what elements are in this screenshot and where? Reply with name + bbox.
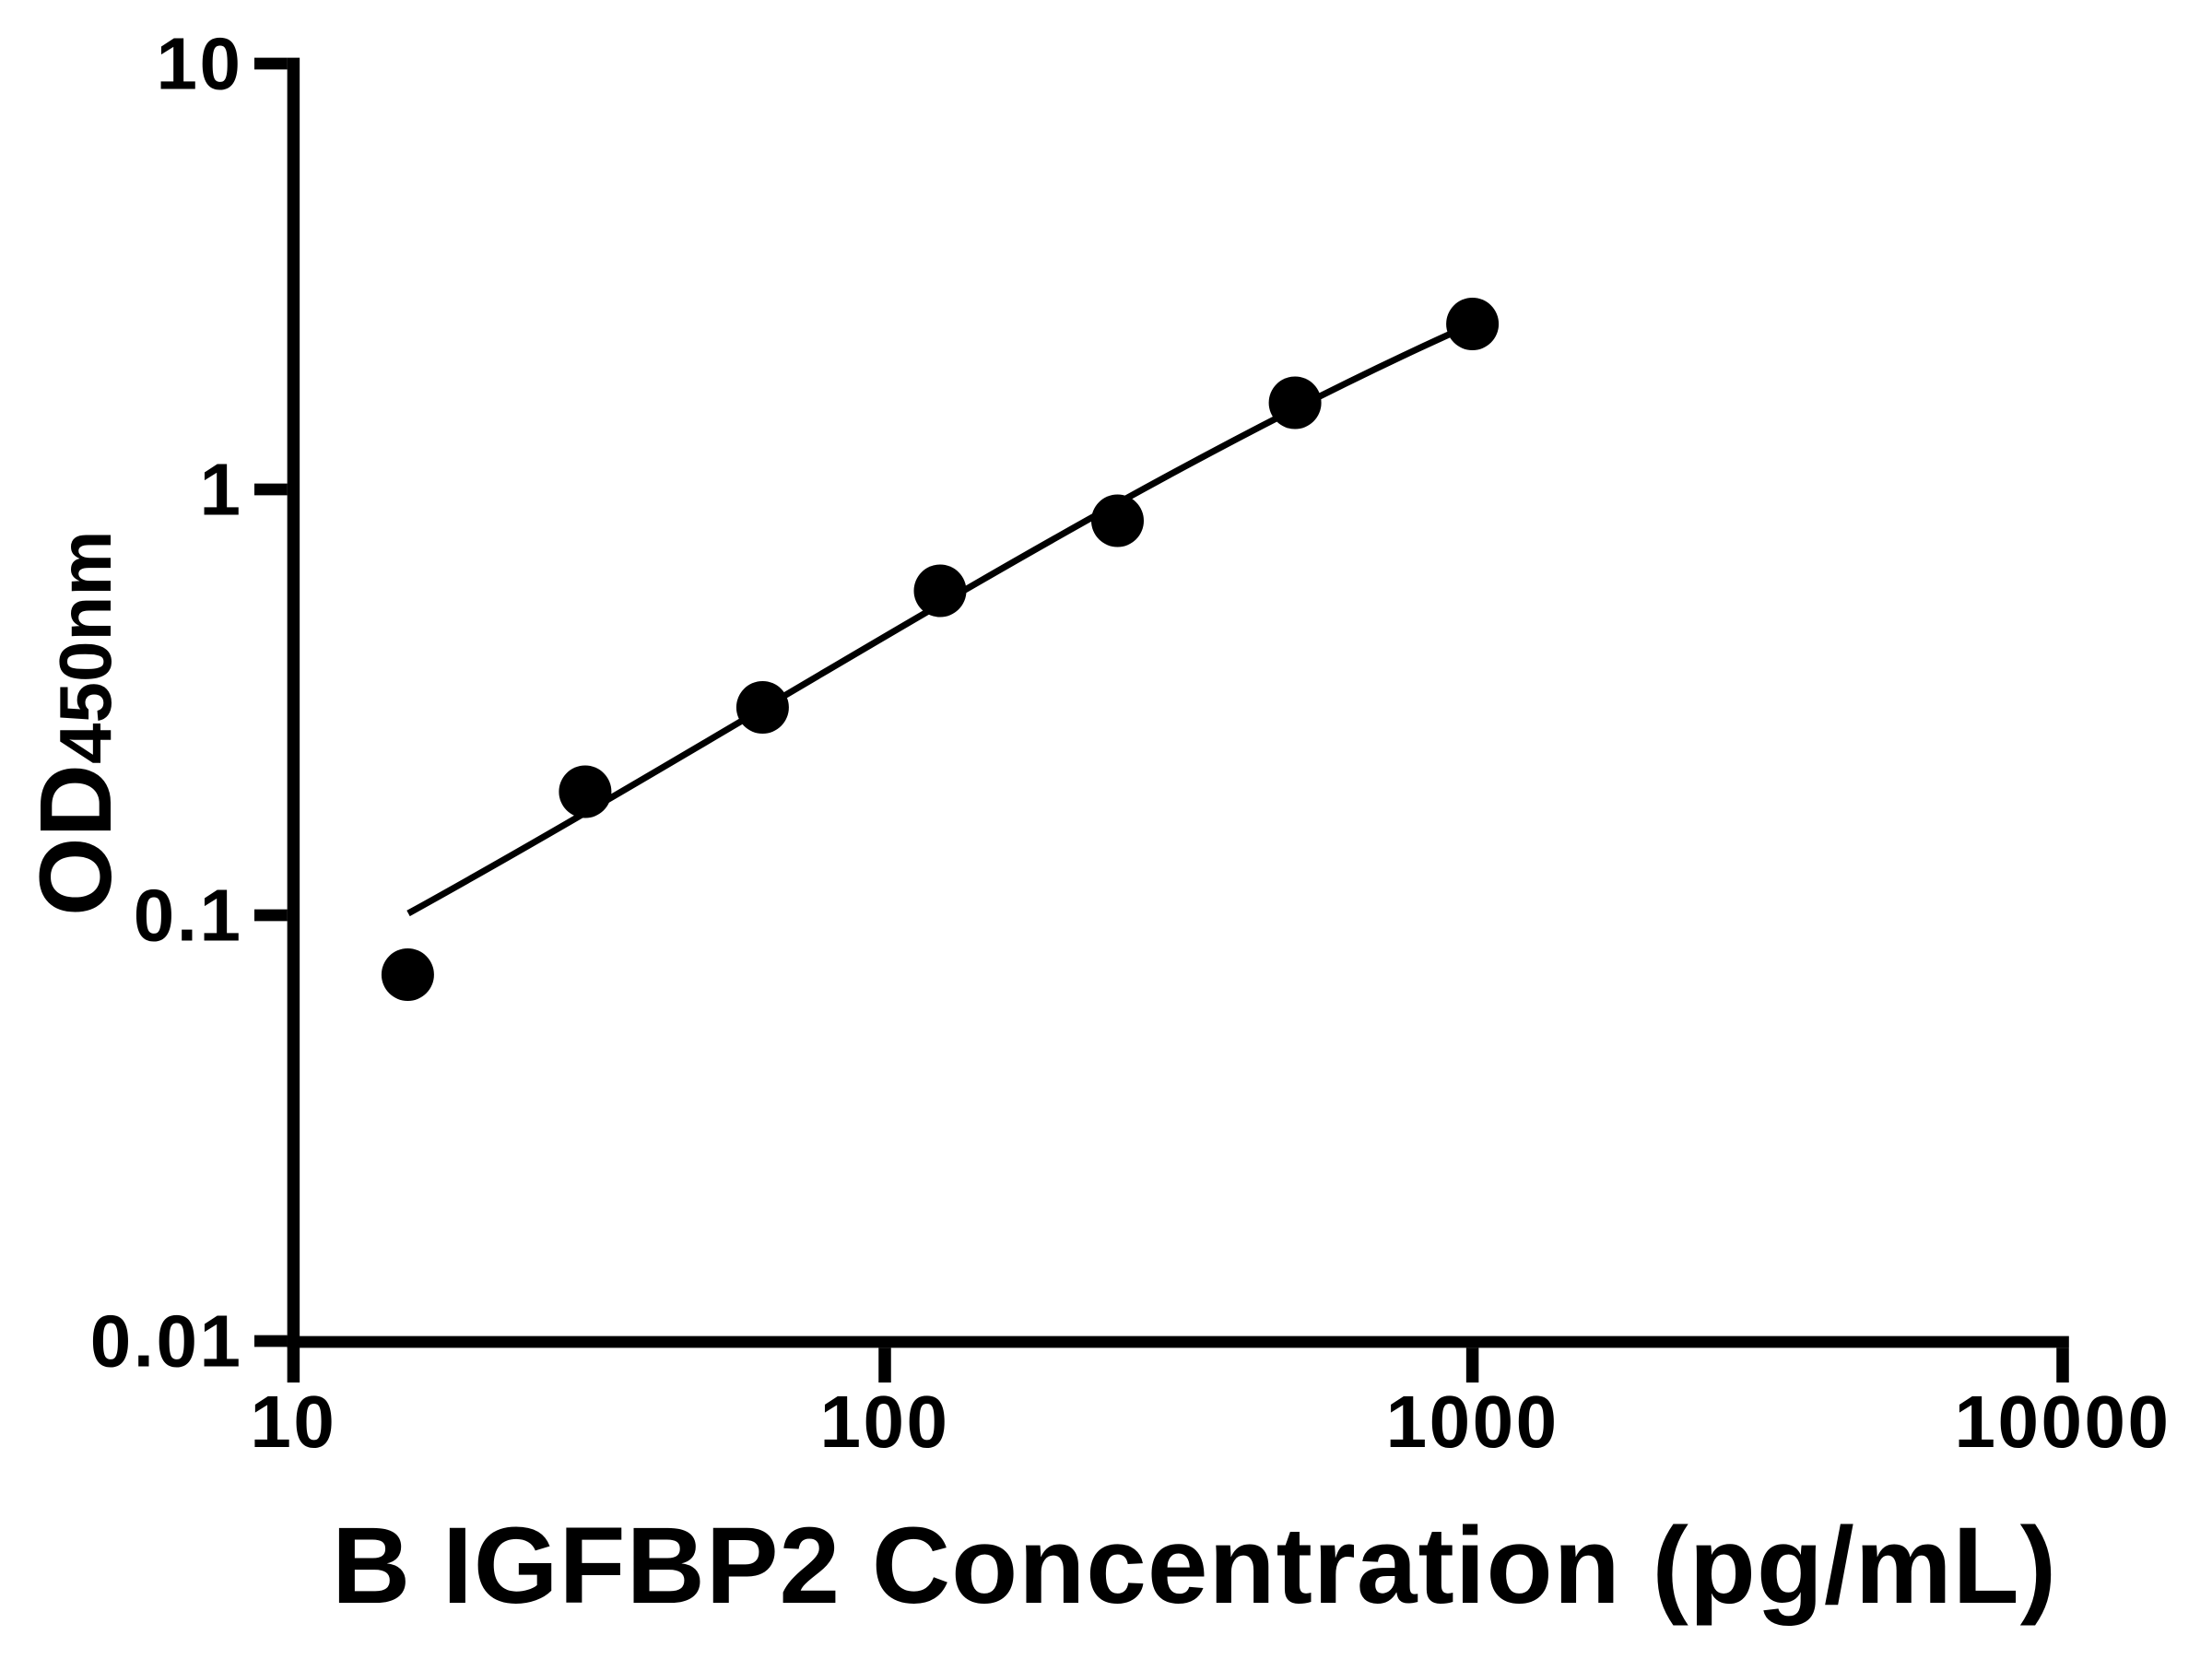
svg-text:B IGFBP2 Concentration (pg/mL): B IGFBP2 Concentration (pg/mL) [332, 1505, 2057, 1627]
svg-text:100: 100 [820, 1381, 950, 1463]
svg-text:1000: 1000 [1386, 1381, 1559, 1463]
svg-text:1: 1 [200, 449, 243, 531]
svg-text:10: 10 [157, 23, 243, 105]
svg-text:10: 10 [250, 1381, 336, 1463]
svg-text:0.1: 0.1 [134, 875, 243, 957]
svg-text:0.01: 0.01 [90, 1300, 243, 1382]
svg-text:10000: 10000 [1955, 1381, 2171, 1463]
